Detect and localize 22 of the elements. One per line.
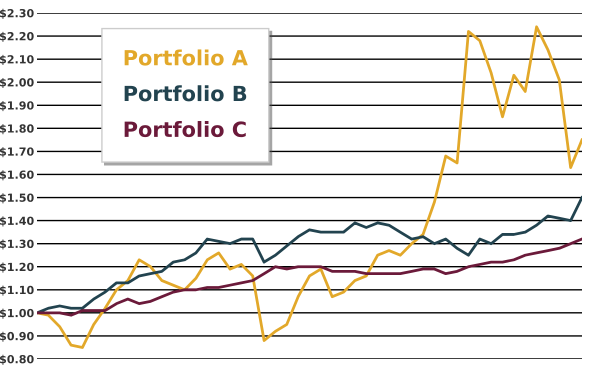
- y-tick-label: $1.40: [0, 216, 34, 226]
- y-tick-label: $1.60: [0, 170, 34, 180]
- y-tick-label: $1.80: [0, 124, 34, 134]
- y-tick-label: $0.80: [0, 354, 34, 365]
- y-tick-label: $2.30: [0, 8, 34, 19]
- y-tick-label: $1.50: [0, 193, 34, 204]
- y-tick-label: $2.10: [0, 54, 34, 65]
- y-tick-label: $2.00: [0, 78, 34, 88]
- y-tick-label: $1.10: [0, 286, 34, 296]
- y-tick-label: $0.90: [0, 332, 34, 342]
- y-tick-label: $1.00: [0, 308, 34, 319]
- y-tick-label: $2.20: [0, 32, 34, 42]
- text: Portfolio C: [124, 121, 246, 138]
- y-tick-label: $1.90: [0, 101, 34, 112]
- text: Portfolio B: [124, 85, 246, 102]
- line-series: [37, 196, 582, 314]
- y-tick-label: $1.70: [0, 147, 34, 158]
- text: Portfolio A: [124, 49, 248, 66]
- line-series: [37, 238, 582, 317]
- line-series: [37, 25, 582, 349]
- y-tick-label: $1.30: [0, 239, 34, 250]
- y-tick-label: $1.20: [0, 262, 34, 273]
